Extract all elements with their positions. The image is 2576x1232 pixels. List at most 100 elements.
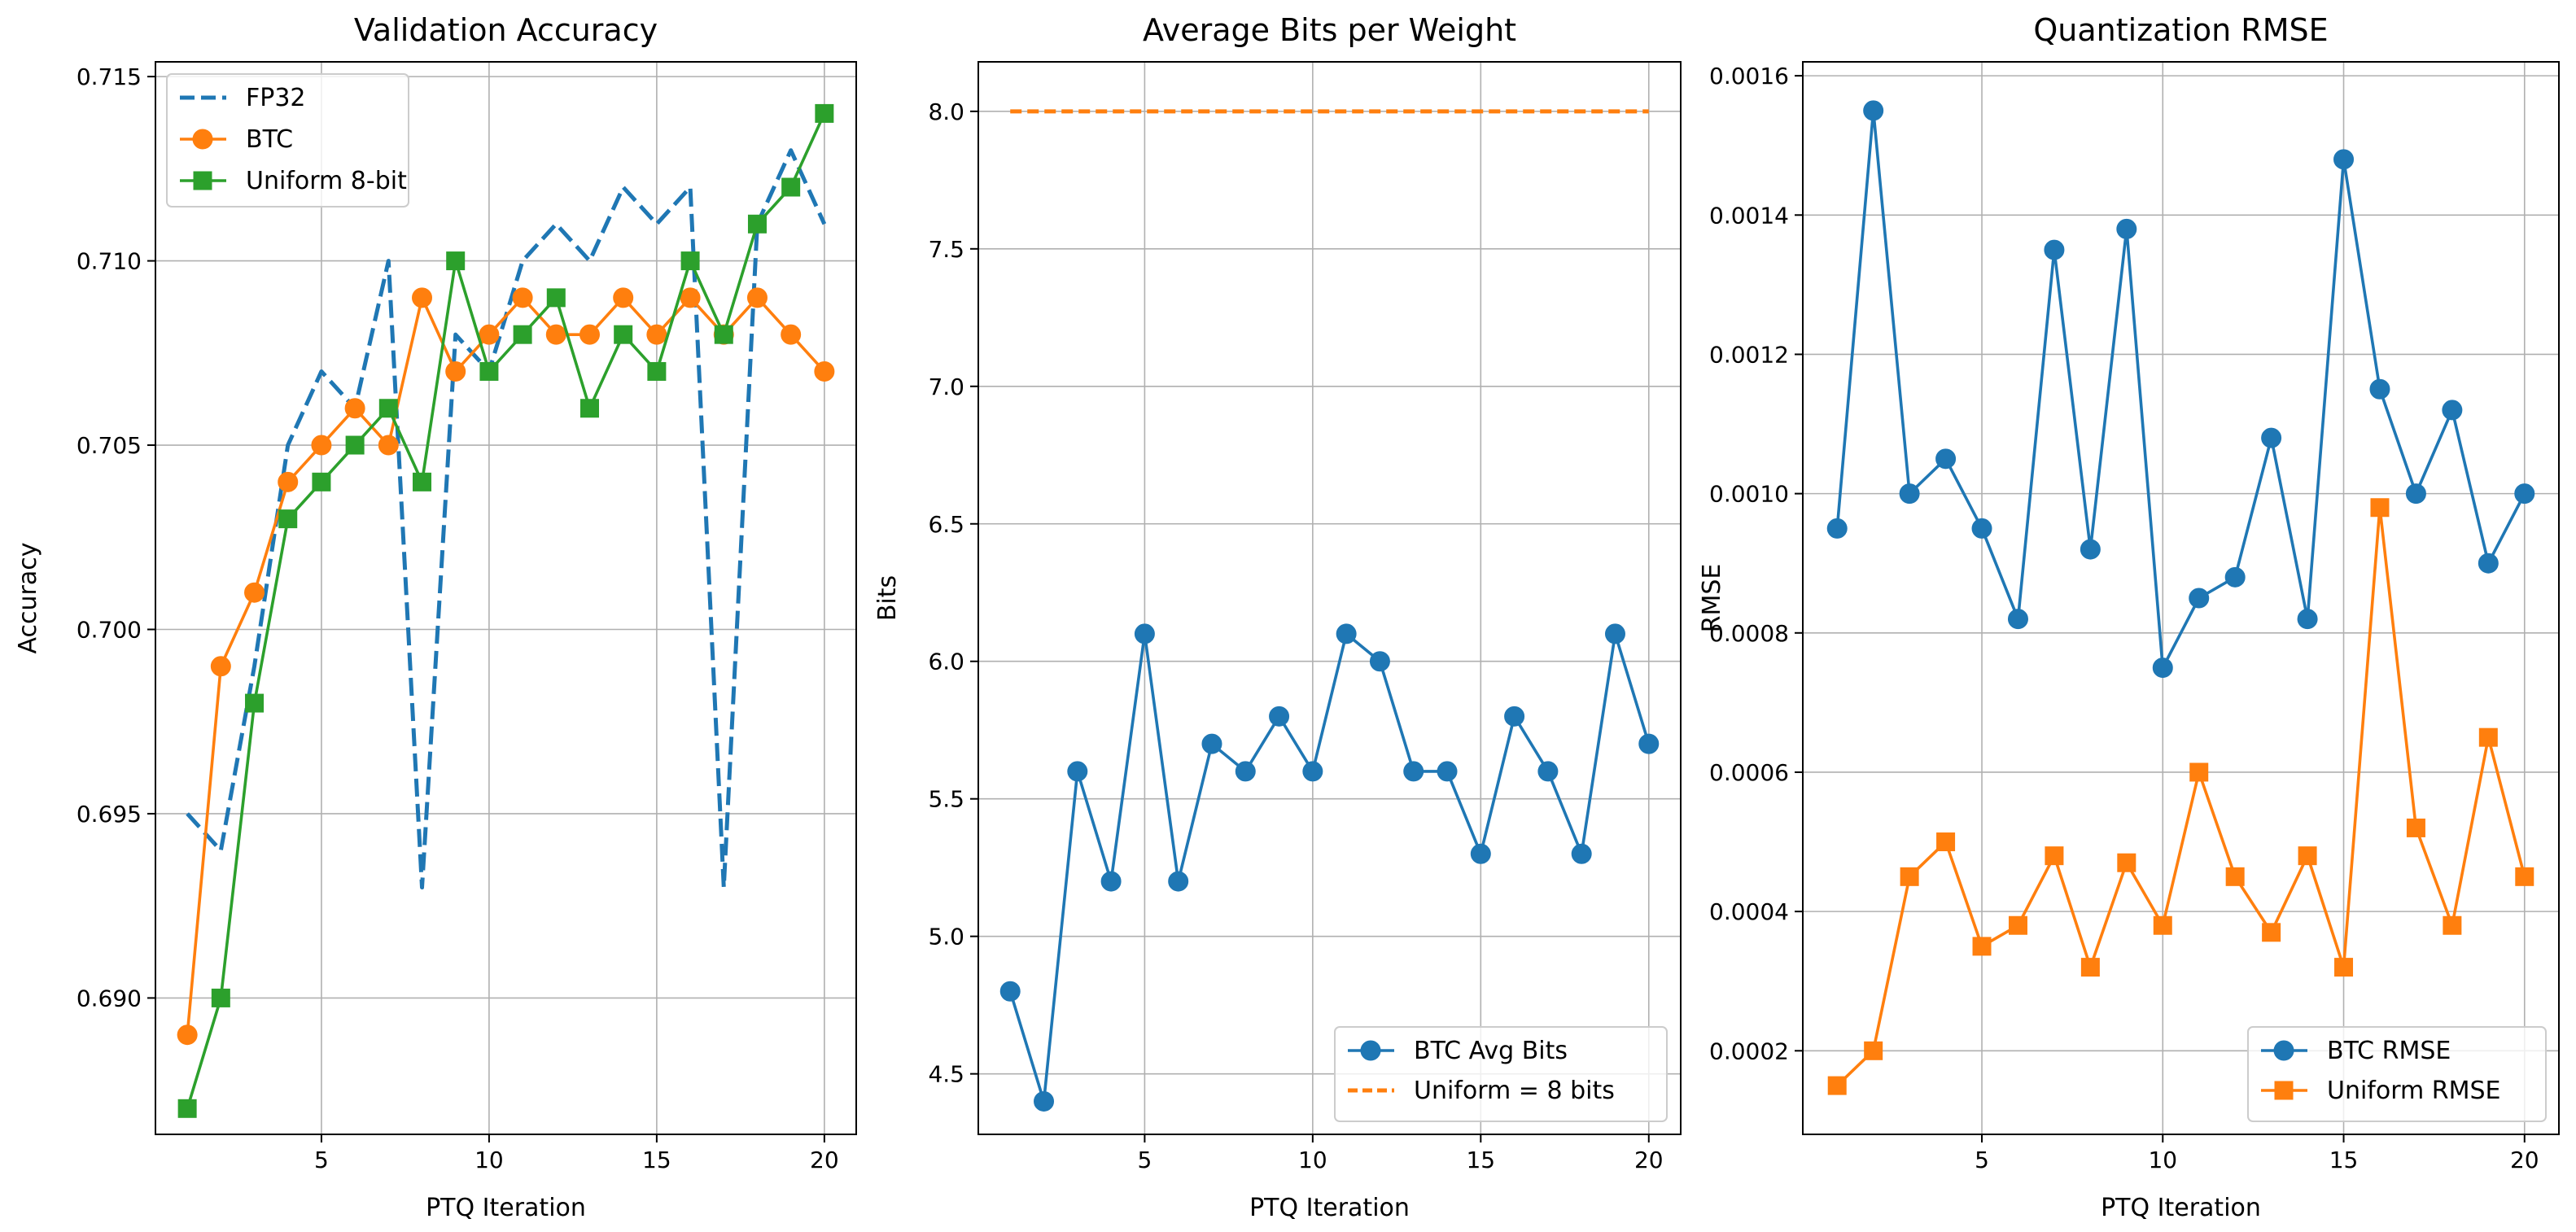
y-tick-label: 5.5 [928,786,964,813]
data-point [378,399,398,418]
legend-box [1334,1026,1668,1122]
series-line-btc-avg-bits [1008,632,1651,1103]
legend-swatch-marker [2274,1081,2294,1100]
data-point [680,251,700,271]
data-point [1403,761,1424,782]
series-line-btc-rmse [1835,109,2526,670]
y-tick-label: 0.0002 [1709,1038,1789,1064]
data-point [781,177,801,197]
data-point [1971,518,1992,539]
data-point [2116,218,2137,239]
data-point [546,288,566,308]
y-tick-label: 0.705 [77,432,142,459]
data-point [1034,1090,1055,1112]
data-point [311,435,332,456]
legend: FP32 BTC Uniform 8-bit [166,73,409,208]
data-point [2298,846,2317,866]
series-group [1826,100,2535,1095]
data-point [1638,733,1660,754]
data-point [244,582,265,603]
x-tick-label: 20 [810,1147,839,1173]
data-point [647,361,667,381]
axes-frame [155,61,857,1135]
data-point [2224,566,2246,588]
legend-label: Uniform RMSE [2327,1077,2501,1105]
data-point [2406,818,2425,837]
chart-title: Average Bits per Weight [1143,12,1516,48]
data-point [814,360,835,382]
data-point [1134,623,1155,644]
data-point [545,324,566,345]
data-point [210,656,231,677]
x-tick-label: 5 [314,1147,329,1173]
y-tick-label: 4.5 [928,1061,964,1088]
data-point [479,324,500,345]
data-point [445,360,466,382]
x-tick-label: 15 [2329,1147,2359,1173]
data-point [747,214,767,234]
legend-box [2247,1026,2547,1122]
legend-swatch-marker [2273,1040,2294,1061]
data-point [2405,483,2426,505]
y-axis-label: Accuracy [14,543,42,654]
x-axis-label: PTQ Iteration [2101,1194,2261,1222]
data-point [1935,448,1957,470]
legend-swatch-marker [1360,1040,1381,1061]
data-point [2189,588,2210,609]
y-tick-label: 0.715 [77,63,142,90]
data-point [345,435,365,455]
data-point [1269,706,1290,727]
data-point [1369,651,1390,672]
y-tick-label: 7.0 [928,374,964,400]
legend-label: BTC RMSE [2327,1037,2451,1065]
y-tick-label: 0.0010 [1709,481,1789,508]
y-tick-label: 0.0004 [1709,898,1789,925]
legend: BTC RMSE Uniform RMSE [2247,1026,2547,1122]
data-point [1900,867,1919,886]
data-point [2261,427,2282,448]
data-point [1936,832,1956,852]
legend-label: Uniform = 8 bits [1414,1077,1615,1105]
data-point [1863,100,1884,121]
x-tick-label: 20 [2510,1147,2539,1173]
data-point [2369,378,2390,400]
data-point [2443,915,2462,935]
y-tick-label: 0.0006 [1709,759,1789,786]
legend-label: Uniform 8-bit [246,167,407,195]
data-point [1826,518,1848,539]
legend-label: BTC Avg Bits [1414,1037,1568,1065]
data-point [2080,539,2101,560]
data-point [2117,853,2136,872]
data-point [1827,1076,1847,1095]
data-point [646,324,667,345]
data-point [1437,761,1458,782]
data-point [2044,239,2065,260]
y-tick-label: 0.710 [77,248,142,275]
series-group [177,103,835,1118]
data-point [815,103,834,123]
y-tick-label: 0.0016 [1709,63,1789,90]
data-point [177,1024,198,1046]
data-point [1470,843,1491,864]
data-point [1235,761,1256,782]
data-point [2478,727,2498,747]
data-point [446,251,466,271]
data-point [513,325,532,344]
data-point [2189,762,2209,782]
data-point [2478,553,2499,574]
data-point [1067,761,1088,782]
data-point [2515,867,2534,886]
data-point [2297,609,2318,630]
y-tick-label: 0.0012 [1709,341,1789,368]
data-point [2045,846,2064,866]
y-tick-label: 0.690 [77,985,142,1011]
y-tick-label: 7.5 [928,236,964,263]
data-point [278,471,299,492]
data-point [1604,623,1625,644]
data-point [378,435,399,456]
data-point [344,398,365,419]
data-point [512,287,533,308]
data-point [2262,923,2281,942]
